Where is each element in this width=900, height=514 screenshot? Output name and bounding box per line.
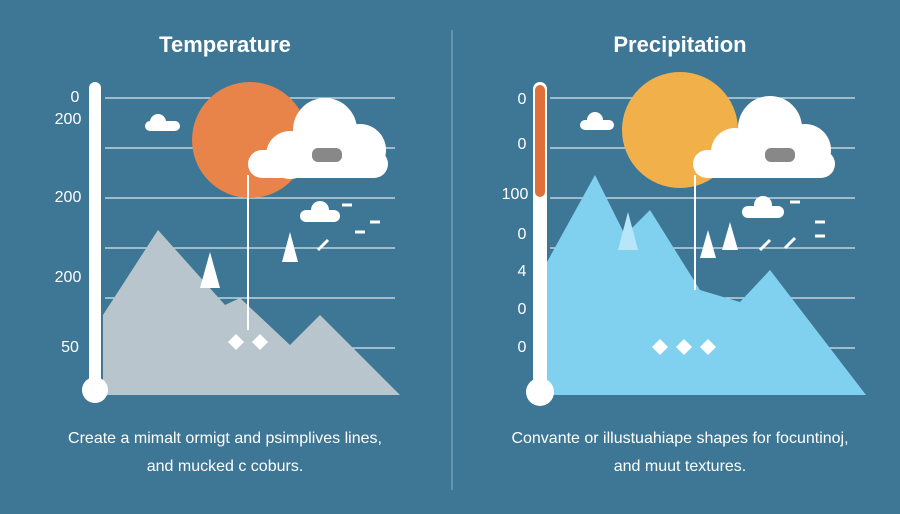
diamond (676, 339, 692, 355)
panel-title: Temperature (159, 32, 291, 57)
caption: and muut textures. (614, 458, 747, 475)
diamond (700, 339, 716, 355)
small-cloud (580, 112, 614, 130)
triangle (700, 230, 716, 258)
triangle (282, 232, 298, 262)
axis-label: 100 (502, 186, 529, 203)
cloud-detail (312, 148, 342, 162)
axis-label: 50 (61, 339, 79, 356)
precipitation-panel: Precipitation 0 0 100 0 4 (502, 32, 866, 475)
triangle (722, 222, 738, 250)
axis-label: 0 (518, 226, 527, 243)
thermometer-fill (535, 85, 545, 197)
rain (758, 200, 825, 252)
axis-label: 200 (55, 189, 82, 206)
thermometer-bulb (526, 378, 554, 406)
caption: and mucked c coburs. (147, 458, 304, 475)
diamond (228, 334, 244, 350)
axis-label: 0 (518, 339, 527, 356)
axis-label: 0 (518, 91, 527, 108)
temperature-panel: Temperature 0 200 200 200 50 Create a mi… (55, 32, 400, 475)
small-cloud (300, 201, 340, 222)
cloud (248, 98, 388, 179)
small-cloud (742, 196, 784, 218)
axis-label: 200 (55, 111, 82, 128)
small-cloud (145, 114, 180, 131)
panel-title: Precipitation (613, 32, 746, 57)
mountain (103, 230, 400, 395)
cloud-detail (765, 148, 795, 162)
axis-label: 200 (55, 269, 82, 286)
caption: Convante or illustuahiape shapes for foc… (511, 430, 848, 447)
thermometer-bulb (82, 377, 108, 403)
diamond (652, 339, 668, 355)
axis-label: 0 (71, 89, 80, 106)
triangle (200, 252, 220, 288)
axis-label: 0 (518, 136, 527, 153)
rain (316, 203, 380, 252)
axis-label: 0 (518, 301, 527, 318)
diamond (252, 334, 268, 350)
axis-label: 4 (518, 263, 527, 280)
thermometer (89, 82, 101, 392)
triangle (618, 212, 638, 250)
caption: Create a mimalt ormigt and psimplives li… (68, 430, 382, 447)
cloud (693, 96, 835, 178)
mountain (547, 175, 866, 395)
